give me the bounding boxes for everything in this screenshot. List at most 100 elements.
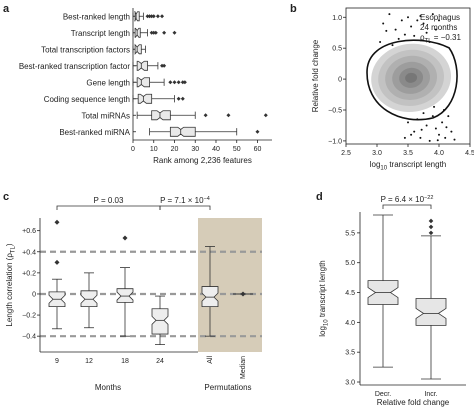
panel-a-x-tick-label: 0 <box>131 146 135 153</box>
panel-d-y-tick-label: 4.5 <box>345 290 355 297</box>
panel-c-p-value-exponent: −4 <box>204 196 210 202</box>
panel-b-y-tick-label: −1.0 <box>328 138 342 145</box>
panel-d-box <box>415 298 447 326</box>
panel-c-x-tick-label: 9 <box>55 358 59 365</box>
panel-b-point <box>431 115 434 118</box>
panel-b-x-tick-label: 3.5 <box>403 150 413 157</box>
panel-b-point <box>425 124 428 127</box>
panel-b-point <box>445 126 448 129</box>
panel-d-y-label-part: log <box>318 326 327 337</box>
panel-d-y-tick-label: 5.0 <box>345 260 355 267</box>
panel-a-box <box>137 93 153 104</box>
panel-b-x-tick-label: 2.5 <box>341 150 351 157</box>
panel-c-x-tick-label: Median <box>240 356 247 379</box>
panel-a-outlier <box>172 30 177 35</box>
panel-b-density-scatter: 2.5 3.0 3.5 4.0 4.5 −1.0 −0.5 0 0.5 1.0 log10 tran… <box>311 7 474 172</box>
panel-b-y-tick-label: 0.5 <box>332 46 342 53</box>
panel-a-outlier <box>160 14 165 19</box>
panel-b-annotation-correlation: ρTL = −0.31 <box>420 33 461 45</box>
panel-a-outlier <box>255 129 260 134</box>
panel-a-outlier <box>162 63 167 68</box>
panel-b-point <box>419 15 422 18</box>
panel-b-x-axis-label: log10 transcript length <box>370 160 447 172</box>
panel-c-significance-bracket <box>159 205 211 210</box>
panel-a-outlier <box>180 96 185 101</box>
panel-b-x-label-subscript: 10 <box>380 166 387 172</box>
panel-b-point <box>431 13 434 16</box>
panel-a-outlier <box>145 14 150 19</box>
panel-d-letter: d <box>316 191 323 203</box>
panel-a-box <box>134 27 141 38</box>
panel-c-y-axis-label: Length correlation (ρTL) <box>5 243 17 327</box>
panel-b-point <box>397 37 400 40</box>
panel-d-y-label-subscript: 10 <box>324 319 330 326</box>
panel-a-category-label: Best-ranked transcription factor <box>19 62 130 71</box>
panel-b-point <box>447 115 450 118</box>
panel-c-p-value-text: P = 0.03 <box>94 196 124 205</box>
panel-b-point <box>391 44 394 47</box>
panel-a-outlier <box>151 30 156 35</box>
panel-c-y-tick-label: +0.2 <box>22 270 36 277</box>
panel-c-permutation-shading <box>198 218 262 352</box>
panel-a-outlier <box>180 80 185 85</box>
panel-a-box <box>134 43 142 55</box>
panel-d-y-tick-label: 3.5 <box>345 350 355 357</box>
panel-c-p-value-text: P = 7.1 × 10 <box>160 196 204 205</box>
panel-a-box <box>134 11 140 22</box>
panel-b-point <box>444 136 447 139</box>
panel-a-outlier <box>168 80 173 85</box>
panel-b-point <box>413 34 416 37</box>
panel-b-point <box>394 28 397 31</box>
panel-a-outlier <box>162 30 167 35</box>
panel-c-x-tick-label: All <box>207 356 214 364</box>
panel-b-x-tick-label: 3.0 <box>372 150 382 157</box>
panel-a-outlier <box>176 80 181 85</box>
panel-d-outlier <box>428 224 434 230</box>
panel-a-x-tick-label: 40 <box>212 146 220 153</box>
panel-c-significance-bracket <box>56 205 161 210</box>
panel-a-outlier <box>203 113 208 118</box>
panel-b-point <box>438 19 440 22</box>
panel-b-point <box>436 139 439 142</box>
panel-c-y-label-part: Length correlation (ρ <box>5 253 14 327</box>
panel-a-box <box>136 60 148 71</box>
panel-a-x-tick-label: 20 <box>171 146 179 153</box>
panel-a-x-tick-label: 10 <box>150 146 158 153</box>
panel-a-category-label: Coding sequence length <box>44 95 130 104</box>
panel-d-outlier <box>428 218 434 224</box>
panel-b-point <box>433 105 436 108</box>
panel-b-point <box>434 127 437 130</box>
panel-a-x-axis-label: Rank among 2,236 features <box>153 156 252 165</box>
panel-d-significance-bracket <box>382 204 432 209</box>
panel-a-outlier <box>176 96 181 101</box>
panel-b-point <box>379 41 382 43</box>
panel-d-p-value-exponent: −22 <box>424 195 433 201</box>
panel-a-outlier <box>149 14 154 19</box>
panel-b-rho-symbol: ρ <box>420 33 425 42</box>
panel-a-letter: a <box>3 3 10 15</box>
panel-a-box <box>136 77 150 88</box>
panel-a-outlier <box>182 80 187 85</box>
panel-b-x-tick-label: 4.5 <box>465 150 474 157</box>
panel-b-y-tick-label: −0.5 <box>328 108 342 115</box>
panel-c-correlation-boxplot: +0.6 +0.4 +0.2 0 −0.2 −0.4 Length correlation … <box>5 196 262 392</box>
panel-c-x-tick-label: 24 <box>156 358 164 365</box>
panel-b-point <box>425 31 428 34</box>
panel-c-group-label-permutations: Permutations <box>204 383 251 392</box>
panel-b-point <box>407 16 409 19</box>
panel-b-point <box>419 136 422 139</box>
panel-b-point <box>428 41 431 43</box>
panel-b-density-level-5 <box>405 72 418 83</box>
panel-d-length-boxplot: 5.5 5.0 4.5 4.0 3.5 3.0 log10 transcript lengt… <box>318 195 466 407</box>
panel-a-category-label: Best-ranked miRNA <box>59 128 130 137</box>
panel-a-outlier <box>172 80 177 85</box>
panel-a-outlier <box>263 113 268 118</box>
panel-c-box <box>116 288 134 303</box>
panel-b-annotation-age: 24 months <box>420 23 457 32</box>
panel-a-outlier <box>160 63 165 68</box>
panel-b-rho-value: = −0.31 <box>432 33 462 42</box>
panel-a-outlier <box>147 14 152 19</box>
panel-a-category-label: Total transcription factors <box>41 45 130 54</box>
panel-a-category-label: Transcript length <box>71 29 130 38</box>
panel-b-annotation-tissue: Esophagus <box>420 13 460 22</box>
